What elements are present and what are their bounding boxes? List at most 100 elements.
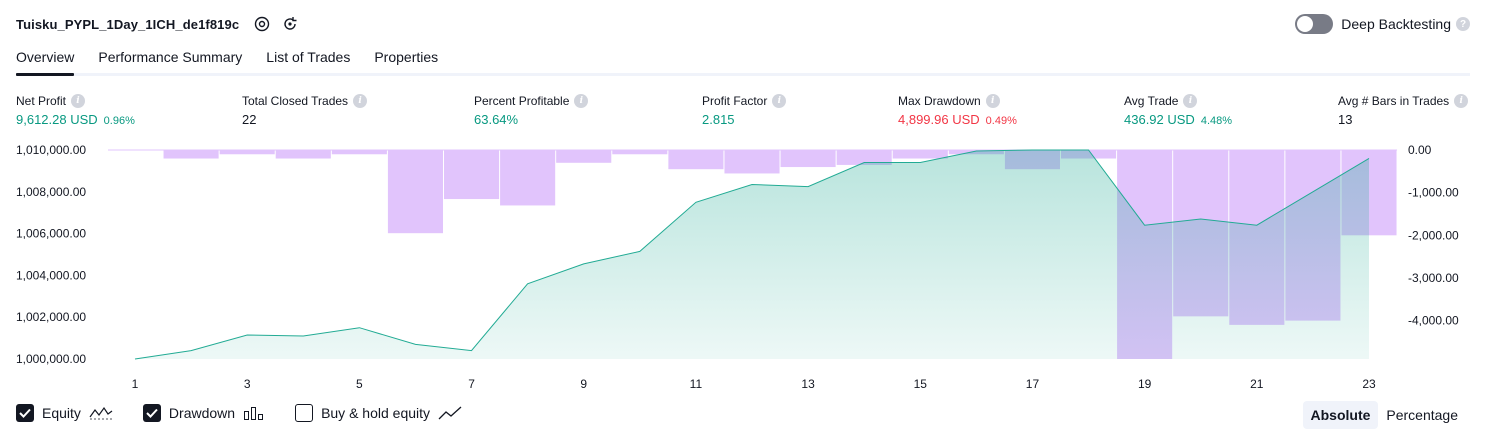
buy-hold-line-icon (438, 405, 462, 421)
metric-label: Percent Profitable (474, 94, 570, 108)
equity-series (134, 149, 1370, 360)
left-axis-tick-label: 1,010,000.00 (16, 143, 86, 157)
x-axis-tick-label: 11 (690, 377, 703, 391)
metric-label: Profit Factor (702, 94, 768, 108)
right-axis-tick-label: -4,000.00 (1408, 314, 1459, 328)
drawdown-bar (219, 150, 275, 155)
info-icon[interactable]: i (1454, 94, 1469, 108)
drawdown-bar (668, 150, 724, 170)
drawdown-bar (163, 150, 219, 159)
right-axis-tick-label: -3,000.00 (1408, 271, 1459, 285)
metric-value: 13 (1338, 112, 1353, 127)
metric-label: Net Profit (16, 94, 67, 108)
info-icon[interactable]: i (1183, 94, 1198, 108)
drawdown-bar (724, 150, 780, 174)
metric-label: Max Drawdown (898, 94, 981, 108)
x-axis-tick-label: 3 (244, 377, 251, 391)
drawdown-bar (275, 150, 331, 159)
legend-buy-hold-label: Buy & hold equity (321, 405, 431, 421)
legend-equity[interactable]: Equity (16, 404, 113, 422)
metric-value: 63.64% (474, 112, 519, 127)
report-header: Tuisku_PYPL_1Day_1ICH_de1f819c (16, 12, 299, 36)
left-axis-tick-label: 1,006,000.00 (16, 227, 86, 241)
info-icon[interactable]: i (574, 94, 589, 108)
metric-avg-trade: Avg Trade i 436.92 USD 4.48% (1124, 94, 1232, 127)
deep-backtesting-control: Deep Backtesting ? (1295, 14, 1470, 34)
x-axis: 1 3 5 7 9 11 13 15 17 19 21 23 (132, 377, 1376, 391)
right-axis-tick-label: 0.00 (1408, 143, 1432, 157)
drawdown-bars-icon (243, 405, 265, 421)
legend-buy-hold[interactable]: Buy & hold equity (295, 404, 462, 422)
info-icon[interactable]: i (772, 94, 787, 108)
metric-net-profit: Net Profit i 9,612.28 USD 0.96% (16, 94, 135, 127)
x-axis-tick-label: 5 (356, 377, 363, 391)
legend-drawdown-label: Drawdown (168, 405, 236, 421)
percentage-button[interactable]: Percentage (1386, 407, 1458, 423)
x-axis-tick-label: 23 (1362, 377, 1376, 391)
right-y-axis: 0.00 -1,000.00 -2,000.00 -3,000.00 -4,000.00 (1408, 143, 1459, 328)
metric-percent: 4.48% (1200, 115, 1233, 127)
equity-drawdown-chart: 1,010,000.00 1,008,000.00 1,006,000.00 1,00… (16, 143, 1459, 391)
drawdown-bar (612, 150, 668, 155)
drawdown-bar (892, 150, 948, 159)
deep-backtesting-toggle[interactable] (1295, 14, 1334, 34)
chart-legend: Equity Drawdown Buy & hold equity (16, 404, 492, 422)
equity-checkbox[interactable] (16, 404, 34, 422)
value-mode-switch: Absolute Percentage (1302, 401, 1467, 429)
x-axis-tick-label: 13 (801, 377, 815, 391)
info-icon[interactable]: i (71, 94, 86, 108)
tab-properties[interactable]: Properties (374, 49, 439, 65)
drawdown-bar (387, 150, 443, 234)
tab-list-of-trades[interactable]: List of Trades (266, 49, 351, 65)
right-axis-tick-label: -2,000.00 (1408, 228, 1459, 242)
metric-max-drawdown: Max Drawdown i 4,899.96 USD 0.49% (898, 94, 1017, 127)
info-icon[interactable]: i (985, 94, 1000, 108)
drawdown-bar (556, 150, 612, 163)
x-axis-tick-label: 21 (1250, 377, 1264, 391)
x-axis-tick-label: 9 (580, 377, 587, 391)
left-axis-tick-label: 1,002,000.00 (16, 310, 86, 324)
absolute-button[interactable]: Absolute (1302, 401, 1379, 429)
right-axis-tick-label: -1,000.00 (1408, 186, 1459, 200)
drawdown-bar (836, 150, 892, 165)
equity-line-icon (89, 405, 113, 421)
left-axis-tick-label: 1,008,000.00 (16, 185, 86, 199)
buy-hold-checkbox[interactable] (295, 404, 314, 422)
legend-equity-label: Equity (42, 405, 81, 421)
toggle-knob (1297, 16, 1314, 32)
snapshot-refresh-icon[interactable] (281, 15, 299, 33)
metric-total-closed-trades: Total Closed Trades i 22 (242, 94, 368, 127)
report-tabs: Overview Performance Summary List of Tra… (16, 46, 1470, 76)
x-axis-tick-label: 15 (914, 377, 928, 391)
metric-value: 22 (242, 112, 257, 127)
tab-performance-summary[interactable]: Performance Summary (98, 49, 243, 65)
help-question-icon[interactable]: ? (1456, 17, 1470, 31)
drawdown-bar (331, 150, 387, 155)
drawdown-checkbox[interactable] (142, 404, 161, 422)
left-axis-tick-label: 1,004,000.00 (16, 268, 86, 282)
strategy-title: Tuisku_PYPL_1Day_1ICH_de1f819c (16, 16, 240, 32)
metric-profit-factor: Profit Factor i 2.815 (702, 94, 787, 127)
metric-avg-bars: Avg # Bars in Trades i 13 (1338, 94, 1469, 127)
metric-value: 9,612.28 USD (16, 112, 98, 127)
metric-label: Avg # Bars in Trades (1338, 94, 1450, 108)
x-axis-tick-label: 19 (1138, 377, 1152, 391)
left-axis-tick-label: 1,000,000.00 (16, 352, 86, 366)
left-y-axis: 1,010,000.00 1,008,000.00 1,006,000.00 1,00… (16, 143, 86, 366)
drawdown-bar (500, 150, 556, 206)
tab-overview[interactable]: Overview (16, 46, 75, 76)
legend-drawdown[interactable]: Drawdown (142, 404, 265, 422)
x-axis-tick-label: 7 (468, 377, 475, 391)
x-axis-tick-label: 1 (132, 377, 139, 391)
metric-value: 4,899.96 USD (898, 112, 980, 127)
info-icon[interactable]: i (353, 94, 368, 108)
metric-label: Total Closed Trades (242, 94, 349, 108)
drawdown-bar (780, 150, 836, 168)
equity-area (135, 150, 1369, 359)
metric-value: 2.815 (702, 112, 735, 127)
metric-percent-profitable: Percent Profitable i 63.64% (474, 94, 589, 127)
metric-percent: 0.96% (103, 115, 135, 127)
metric-value: 436.92 USD (1124, 112, 1195, 127)
settings-gear-icon[interactable] (253, 15, 271, 33)
equity-line (134, 149, 1370, 360)
